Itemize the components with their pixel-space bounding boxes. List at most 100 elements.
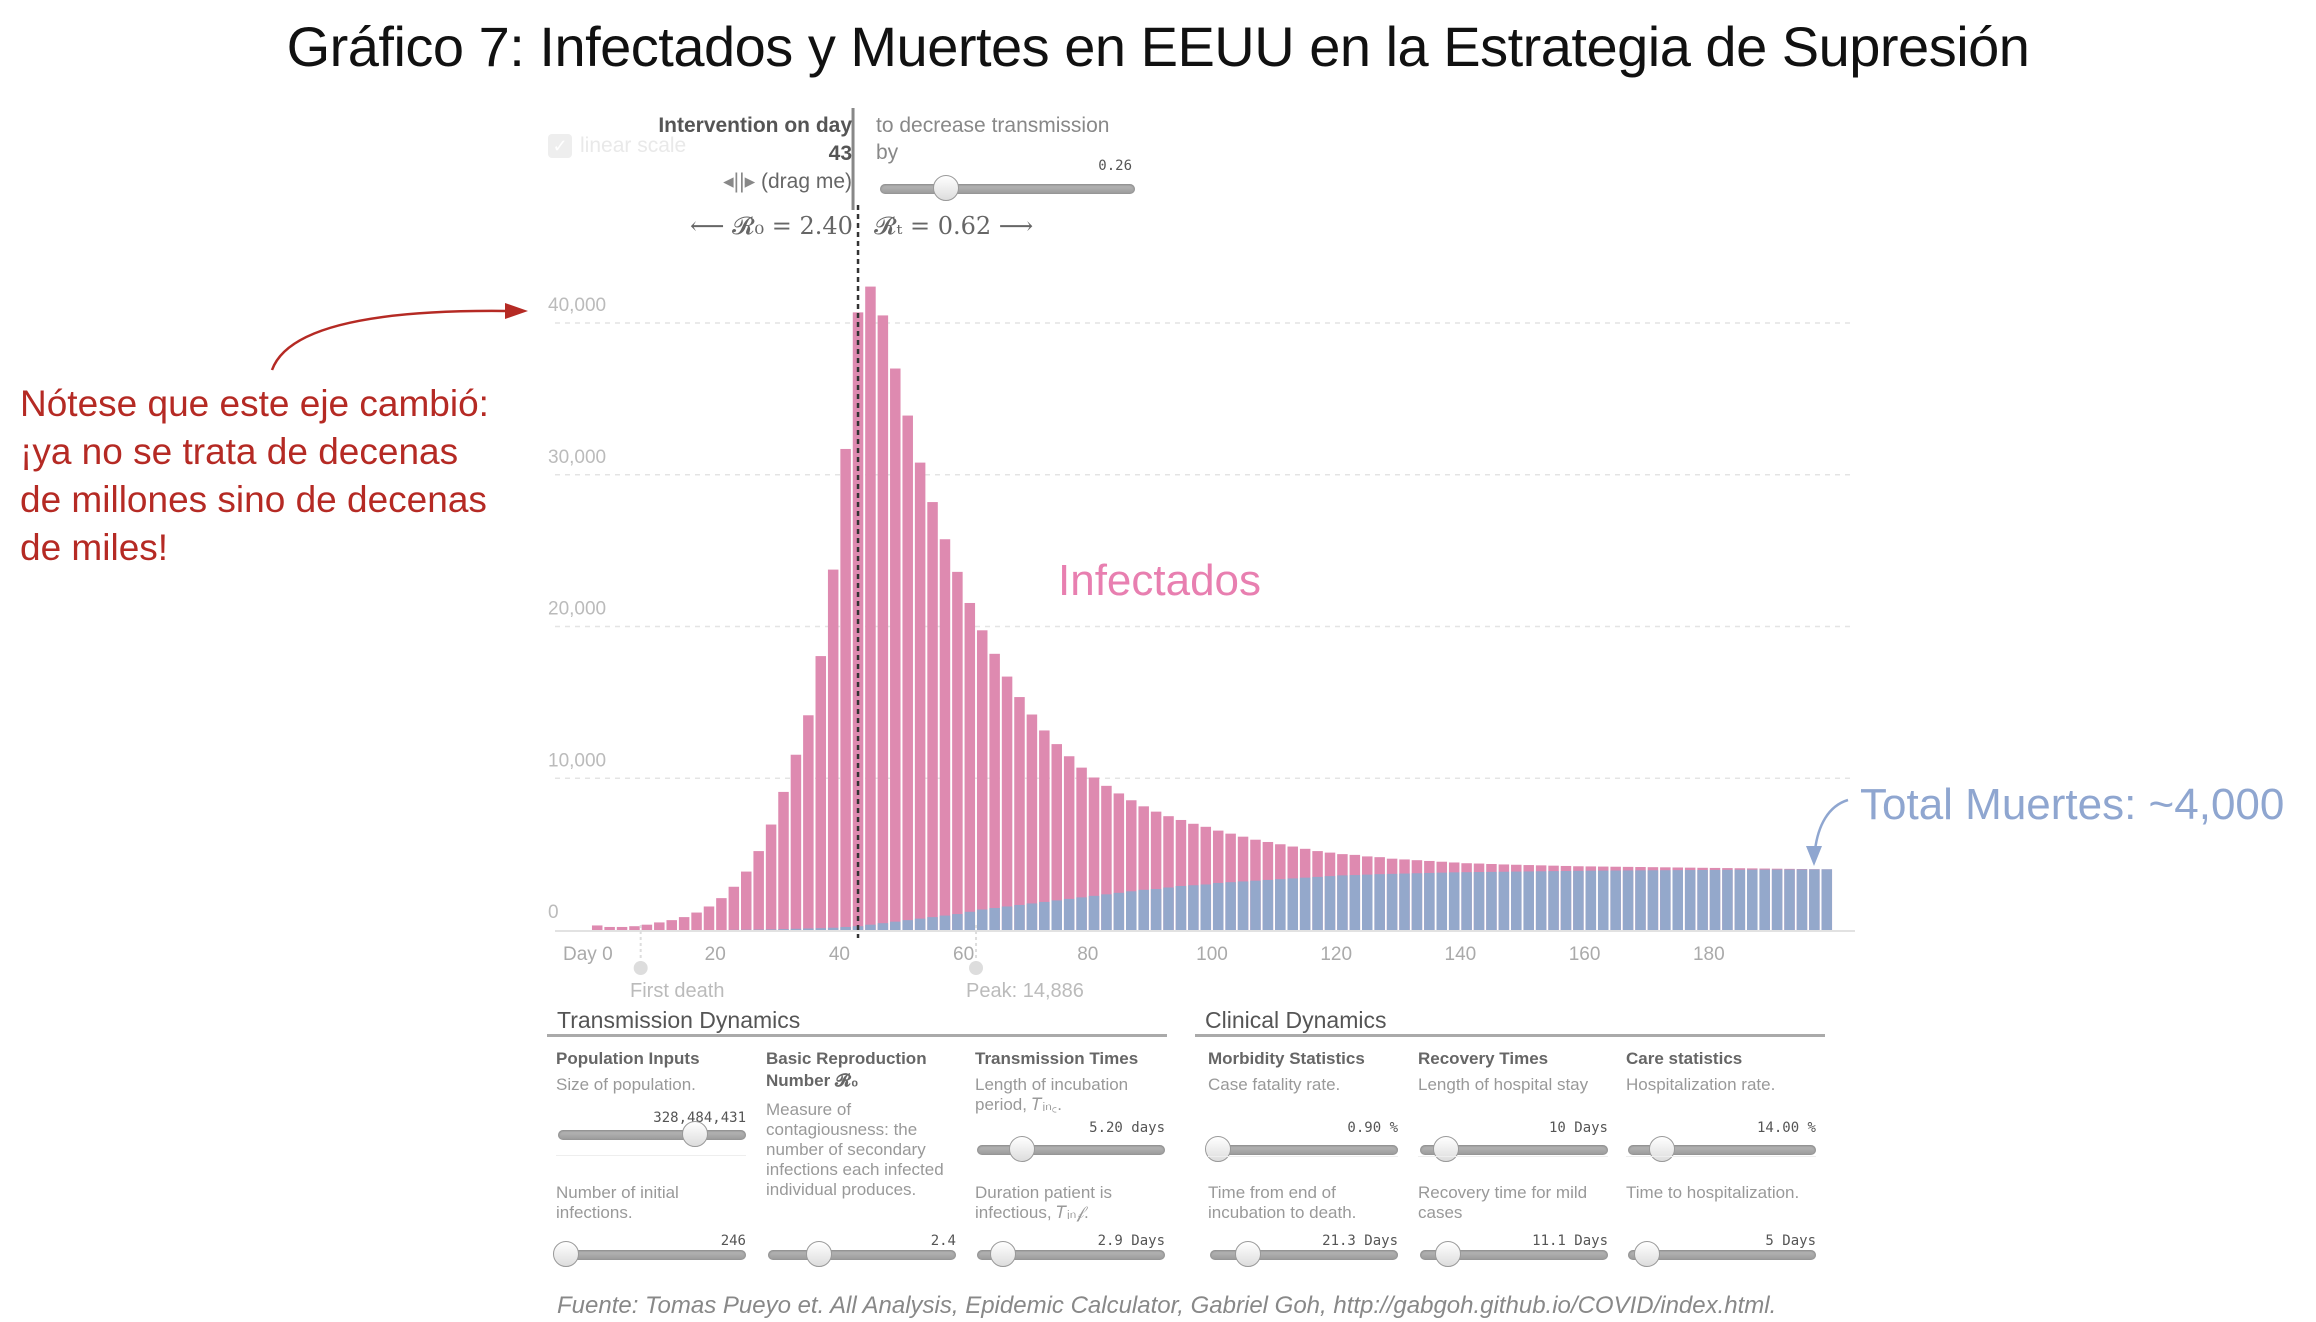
bar-deaths — [1063, 898, 1075, 930]
bar-deaths — [877, 923, 889, 930]
slider-knob[interactable] — [682, 1121, 709, 1147]
hospital-stay-desc: Length of hospital stay — [1418, 1075, 1589, 1094]
bar-infected — [716, 898, 727, 930]
x-tick-label: Day 0 — [563, 944, 613, 965]
bar-infected — [1101, 785, 1112, 930]
r0-slider[interactable] — [768, 1241, 956, 1267]
divider — [1626, 1156, 1816, 1157]
bar-deaths — [1809, 869, 1820, 930]
bar-deaths — [1312, 876, 1323, 930]
hospitalization-rate-slider[interactable] — [1628, 1136, 1816, 1162]
divider — [1418, 1156, 1608, 1157]
initial-infections-slider[interactable] — [552, 1241, 746, 1267]
intervention-control[interactable]: Intervention on day 43 ◂||▸ (drag me) — [560, 112, 852, 196]
x-tick-label: 140 — [1445, 944, 1477, 965]
drag-handle-icon[interactable]: ◂||▸ — [723, 170, 761, 193]
bar-infected — [1126, 800, 1137, 930]
mild-recovery-slider[interactable] — [1420, 1241, 1608, 1267]
decrease-slider[interactable] — [880, 175, 1135, 201]
bar-deaths — [1573, 870, 1584, 930]
bar-infected — [778, 791, 789, 930]
x-tick-label: 60 — [953, 944, 974, 965]
bar-deaths — [1436, 872, 1448, 930]
infectious-duration-desc: Duration patient is infectious, 𝑇ᵢₙ𝒻. — [975, 1183, 1113, 1222]
infectious-duration-slider[interactable] — [977, 1241, 1165, 1267]
mild-recovery-value: 11.1 Days — [1532, 1233, 1608, 1249]
x-tick-label: 40 — [829, 944, 850, 965]
slider-knob[interactable] — [1009, 1136, 1036, 1162]
decrease-label-line: to decrease transmission — [876, 114, 1110, 137]
slider-knob[interactable] — [1435, 1241, 1462, 1267]
bar-deaths — [989, 907, 1000, 930]
peak-marker — [969, 925, 984, 975]
bar-deaths — [939, 915, 951, 930]
bar-infected — [952, 571, 963, 930]
bar-deaths — [1411, 873, 1423, 930]
divider — [1208, 1156, 1398, 1157]
bar-infected — [1212, 830, 1224, 930]
bar-deaths — [1697, 869, 1708, 930]
x-tick-label: 20 — [705, 944, 726, 965]
slider-knob[interactable] — [1633, 1241, 1660, 1267]
time-to-death-slider[interactable] — [1210, 1241, 1398, 1267]
source-text: Fuente: Tomas Pueyo et. All Analysis, Ep… — [557, 1292, 1777, 1319]
bar-deaths — [803, 928, 814, 930]
slider-knob[interactable] — [1433, 1136, 1460, 1162]
fatality-rate-value: 0.90 % — [1347, 1120, 1398, 1136]
bar-infected — [1001, 676, 1013, 930]
slider-knob[interactable] — [552, 1241, 579, 1267]
slider-knob[interactable] — [1648, 1136, 1675, 1162]
bar-deaths — [927, 917, 938, 930]
bar-deaths — [1163, 887, 1174, 930]
slider-knob[interactable] — [933, 175, 960, 201]
incubation-slider[interactable] — [977, 1136, 1165, 1162]
linear-scale-label: linear scale — [580, 134, 687, 157]
population-size-value: 328,484,431 — [653, 1110, 746, 1126]
time-to-hospitalization-value: 5 Days — [1765, 1233, 1816, 1249]
bar-deaths — [1324, 876, 1336, 930]
bar-infected — [591, 925, 603, 930]
y-axis: 0 10,000 20,000 30,000 40,000 — [548, 295, 606, 923]
hospital-stay-slider[interactable] — [1420, 1136, 1608, 1162]
bar-infected — [1163, 816, 1174, 930]
bar-infected — [939, 539, 951, 930]
intervention-day-value: 43 — [828, 142, 852, 165]
bar-infected — [641, 924, 653, 930]
bar-deaths — [1250, 880, 1261, 930]
x-tick-label: 180 — [1693, 944, 1725, 965]
population-size-slider[interactable] — [558, 1121, 746, 1147]
bar-infected — [703, 906, 715, 930]
time-to-hospitalization-slider[interactable] — [1628, 1241, 1816, 1267]
slider-knob[interactable] — [805, 1241, 832, 1267]
bar-deaths — [1362, 874, 1373, 930]
first-death-dot — [633, 961, 648, 975]
slider-knob[interactable] — [1234, 1241, 1261, 1267]
slider-knob[interactable] — [990, 1241, 1017, 1267]
bar-infected — [1039, 730, 1050, 930]
bar-deaths — [1821, 869, 1833, 930]
linear-scale-toggle[interactable]: ✓ linear scale — [548, 134, 687, 159]
y-tick-label: 40,000 — [548, 295, 606, 316]
bar-deaths — [1287, 878, 1298, 930]
checkbox-icon[interactable]: ✓ — [548, 134, 572, 159]
first-death-marker — [633, 925, 648, 975]
bar-deaths — [1498, 871, 1510, 930]
bar-deaths — [964, 911, 976, 930]
x-tick-label: 80 — [1077, 944, 1098, 965]
bar-deaths — [1585, 870, 1597, 930]
fatality-rate-slider[interactable] — [1204, 1136, 1398, 1162]
bar-deaths — [1349, 875, 1361, 930]
bar-deaths — [1212, 882, 1224, 930]
bar-infected — [1063, 756, 1075, 930]
slider-knob[interactable] — [1204, 1136, 1231, 1162]
x-tick-label: 100 — [1196, 944, 1228, 965]
y-tick-label: 20,000 — [548, 599, 606, 620]
bar-deaths — [1597, 870, 1609, 930]
bar-infected — [964, 602, 976, 930]
peak-dot — [969, 961, 984, 975]
bar-deaths — [1796, 869, 1808, 930]
drag-hint: (drag me) — [760, 170, 852, 193]
bar-deaths — [1722, 869, 1733, 930]
r0-heading-line: Basic Reproduction — [766, 1049, 927, 1068]
x-axis: Day 0 20 40 60 80 100 120 140 160 180 — [563, 944, 1725, 965]
